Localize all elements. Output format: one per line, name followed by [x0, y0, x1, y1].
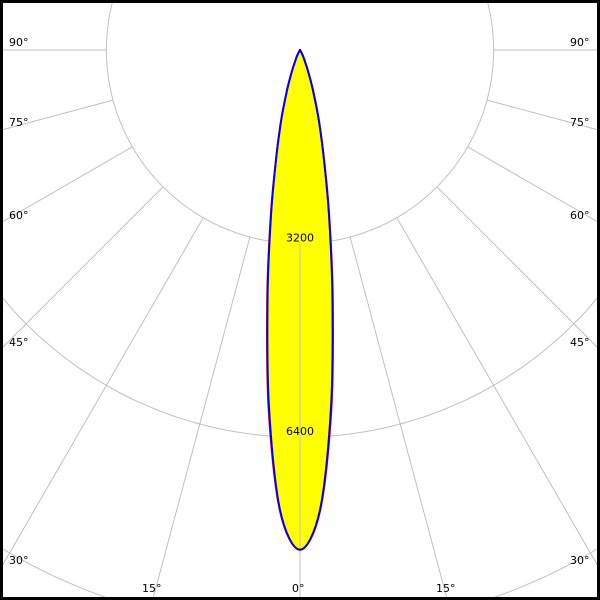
- grid-spoke-left-75: [486, 99, 600, 131]
- intensity-curve-2: [266, 48, 334, 551]
- radial-tick-label: 3200: [286, 232, 314, 245]
- angle-label-left: 75°: [9, 116, 29, 129]
- angle-label-left: 90°: [9, 36, 29, 49]
- grid-spoke-left-60: [467, 146, 600, 224]
- angle-label-left: 30°: [9, 554, 29, 567]
- angle-label-right: 45°: [570, 336, 590, 349]
- angle-label-right: 30°: [570, 554, 590, 567]
- angle-label-right: 75°: [570, 116, 590, 129]
- grid-spoke-left-30: [396, 217, 600, 570]
- angle-label-left: 0°: [292, 582, 305, 595]
- angle-label-left: 60°: [9, 209, 29, 222]
- grid-spoke-left-15: [349, 236, 448, 600]
- angle-label-left: 45°: [9, 336, 29, 349]
- angle-label-right: 15°: [436, 582, 456, 595]
- angle-label-left: 15°: [142, 582, 162, 595]
- grid-spoke-right-30: [0, 217, 204, 570]
- angle-label-right: 60°: [570, 209, 590, 222]
- grid-spoke-right-15: [152, 236, 251, 600]
- grid-spoke-right-45: [0, 186, 164, 351]
- grid-circle-9600: [0, 547, 600, 600]
- radial-tick-label: 6400: [286, 425, 314, 438]
- grid-spoke-left-45: [436, 186, 600, 351]
- grid-spoke-right-60: [0, 146, 133, 224]
- angle-label-right: 90°: [570, 36, 590, 49]
- grid-spoke-right-75: [0, 99, 114, 131]
